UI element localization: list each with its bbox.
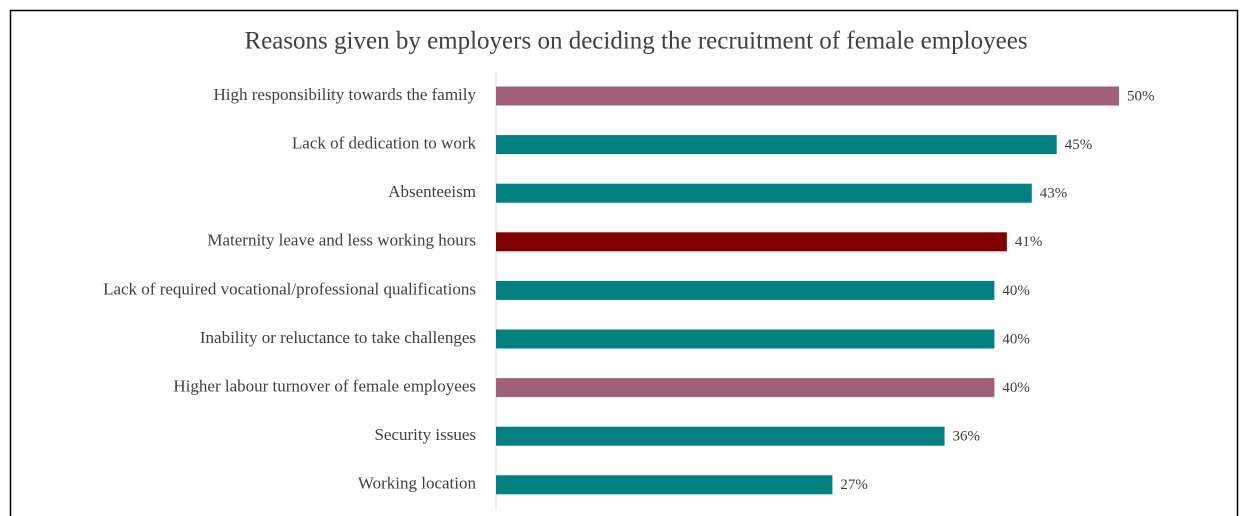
bar [496,86,1119,106]
bar [496,135,1057,155]
value-label: 41% [1015,234,1043,250]
category-label: Maternity leave and less working hours [207,231,476,250]
value-label: 43% [1040,186,1068,202]
category-label: Higher labour turnover of female employe… [173,377,476,396]
value-label: 50% [1127,88,1155,104]
frame [9,9,1239,516]
category-label: Inability or reluctance to take challeng… [200,328,476,347]
category-label: Lack of dedication to work [292,134,477,153]
category-label: High responsibility towards the family [213,85,476,104]
bar [496,475,833,495]
bar [496,426,945,446]
category-label: Absenteeism [388,182,476,201]
bar [496,329,995,349]
category-label: Security issues [374,425,476,444]
value-label: 45% [1065,137,1093,153]
bar [496,183,1032,203]
category-label: Working location [358,474,477,493]
value-label: 27% [840,477,868,493]
chart-title: Reasons given by employers on deciding t… [244,28,1027,55]
value-label: 40% [1002,380,1030,396]
category-label: Lack of required vocational/professional… [103,279,476,298]
bar [496,378,995,398]
bar [496,280,995,300]
value-label: 40% [1002,331,1030,347]
value-label: 40% [1002,283,1030,299]
bar [496,232,1007,252]
value-label: 36% [953,429,981,445]
